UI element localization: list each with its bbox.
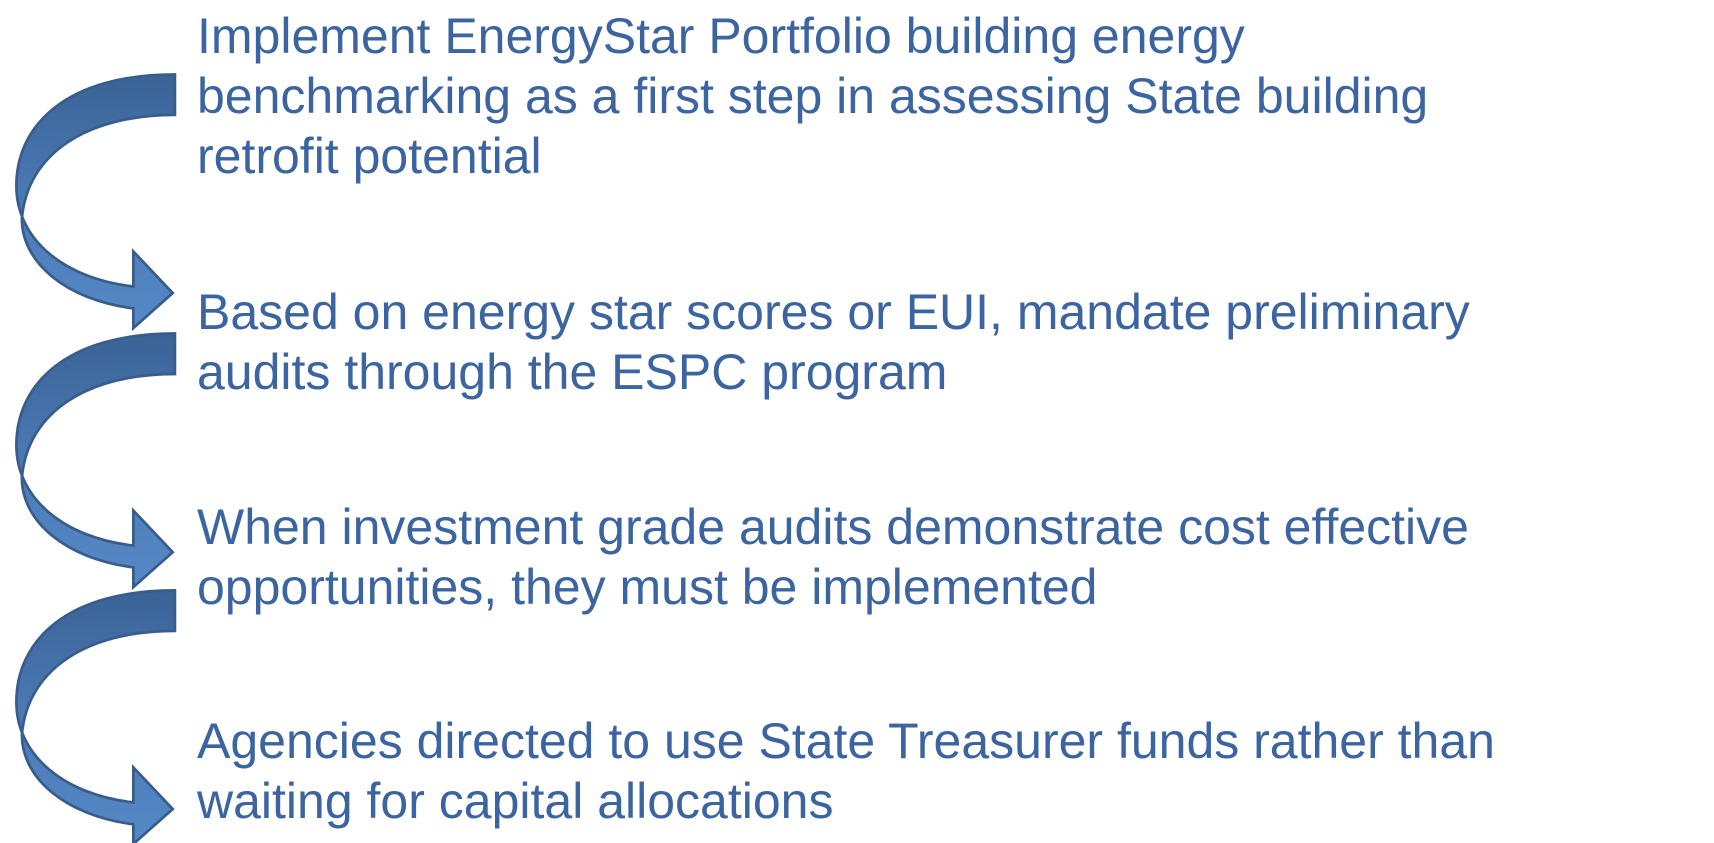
step-text: When investment grade audits demonstrate… — [197, 497, 1469, 617]
curved-arrow — [15, 332, 177, 589]
text-line: When investment grade audits demonstrate… — [197, 499, 1469, 555]
text-line: waiting for capital allocations — [197, 773, 834, 829]
step-text: Implement EnergyStar Portfolio building … — [197, 6, 1428, 186]
text-line: Agencies directed to use State Treasurer… — [197, 713, 1495, 769]
curved-arrow — [15, 589, 177, 843]
curved-arrow — [15, 73, 177, 330]
text-line: Implement EnergyStar Portfolio building … — [197, 8, 1245, 64]
text-line: retrofit potential — [197, 128, 542, 184]
text-line: opportunities, they must be implemented — [197, 559, 1098, 615]
text-line: benchmarking as a first step in assessin… — [197, 68, 1429, 124]
text-line: Based on energy star scores or EUI, mand… — [197, 284, 1470, 340]
step-text: Agencies directed to use State Treasurer… — [197, 711, 1495, 831]
step-text: Based on energy star scores or EUI, mand… — [197, 282, 1470, 402]
text-line: audits through the ESPC program — [197, 344, 948, 400]
